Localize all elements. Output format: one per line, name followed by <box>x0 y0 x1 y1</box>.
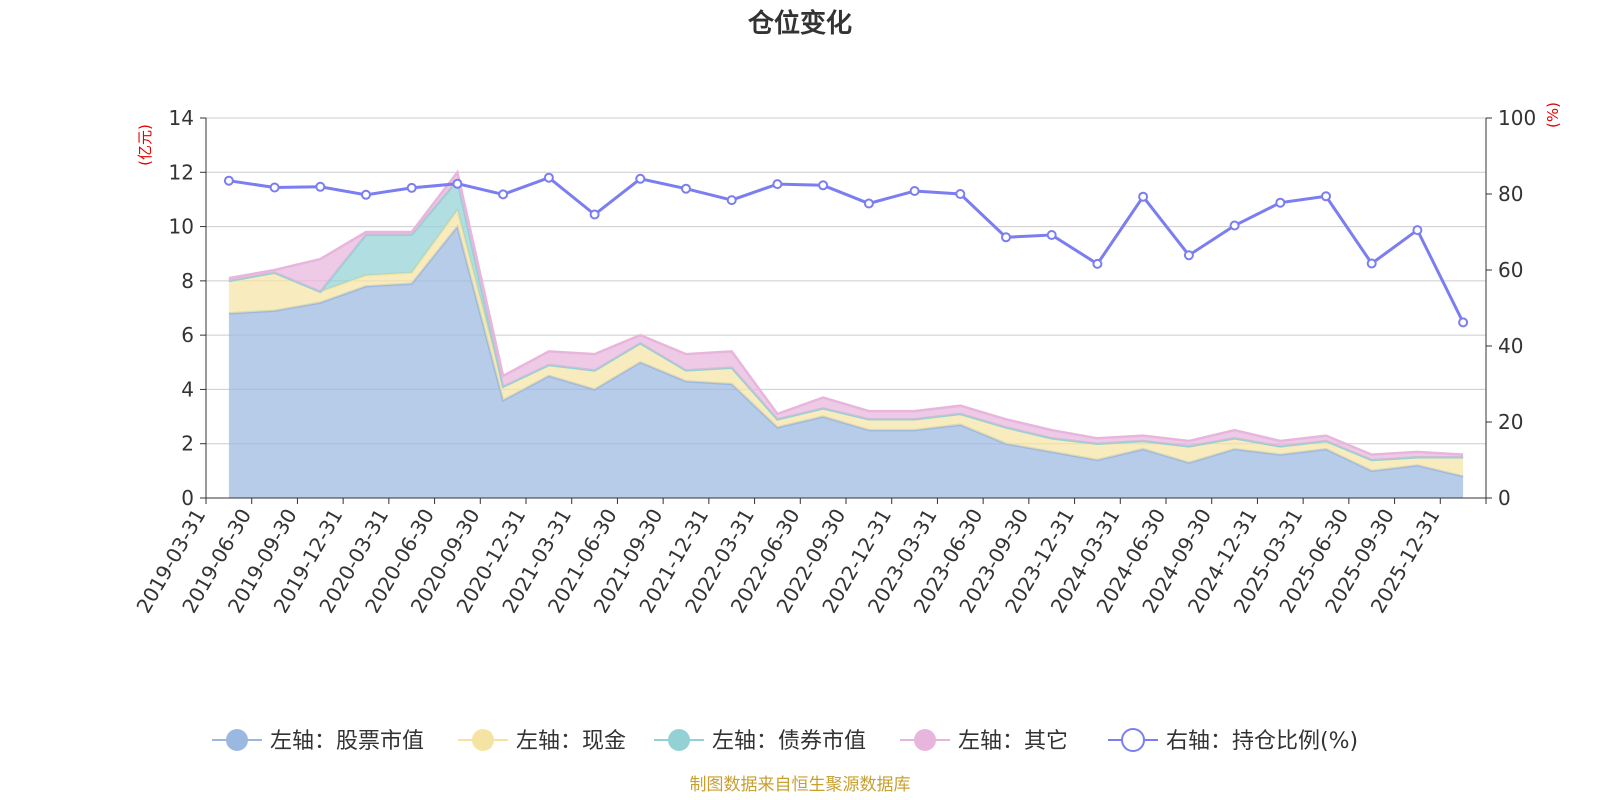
area-左轴：现金 <box>228 210 1464 477</box>
ratio-point <box>1366 258 1377 269</box>
ratio-point <box>726 195 737 206</box>
legend-label: 左轴：其它 <box>958 729 1068 754</box>
ratio-point <box>1183 250 1194 261</box>
ratio-point <box>1275 197 1286 208</box>
left-tick-label: 6 <box>181 323 194 347</box>
legend: 左轴：股票市值 左轴：现金 左轴：债券市值 左轴：其它 右轴：持仓比例(%) <box>212 728 1358 754</box>
legend-swatch-dot <box>914 729 936 751</box>
legend-swatch-dot <box>1121 728 1145 752</box>
chart-title: 仓位变化 <box>747 8 852 39</box>
ratio-point <box>361 189 371 200</box>
legend-swatch-dot <box>226 729 248 751</box>
area-edge-左轴：其它 <box>228 169 1464 456</box>
ratio-point <box>681 183 691 194</box>
ratio-point <box>1092 258 1103 269</box>
legend-item: 右轴：持仓比例(%) <box>1108 728 1358 754</box>
ratio-line-path <box>228 176 1465 324</box>
ratio-point <box>955 189 966 199</box>
left-tick-label: 0 <box>181 486 194 510</box>
right-tick-label: 0 <box>1498 486 1511 510</box>
ratio-point <box>772 179 783 190</box>
ratio-line <box>223 172 1469 328</box>
legend-label: 左轴：股票市值 <box>270 729 424 754</box>
ratio-point <box>498 189 509 200</box>
left-tick-label: 2 <box>181 432 194 456</box>
left-tick-label: 12 <box>169 160 194 184</box>
ratio-point <box>1138 191 1149 202</box>
left-axis-unit: (亿元) <box>136 124 154 166</box>
legend-item: 左轴：股票市值 <box>212 729 424 754</box>
area-左轴：股票市值 <box>228 226 1464 498</box>
legend-label: 左轴：现金 <box>516 729 626 754</box>
legend-swatch-dot <box>668 729 690 751</box>
legend-item: 左轴：债券市值 <box>654 729 866 754</box>
ratio-point <box>1046 230 1057 240</box>
ratio-point <box>223 175 234 186</box>
right-tick-label: 40 <box>1498 334 1523 358</box>
ratio-point <box>315 181 326 192</box>
right-axis-unit: (%) <box>1544 102 1562 128</box>
legend-label: 左轴：债券市值 <box>712 729 866 754</box>
legend-label: 右轴：持仓比例(%) <box>1166 729 1358 754</box>
left-tick-label: 14 <box>169 106 194 130</box>
ratio-point <box>635 173 646 184</box>
ratio-point <box>269 182 280 193</box>
right-tick-label: 20 <box>1498 410 1523 434</box>
ratio-point <box>452 178 463 189</box>
legend-item: 左轴：其它 <box>900 729 1068 754</box>
ratio-point <box>1229 220 1240 231</box>
ratio-point <box>1412 225 1423 236</box>
data-source-footer: 制图数据来自恒生聚源数据库 <box>690 775 911 795</box>
ratio-point <box>1321 191 1331 202</box>
legend-item: 左轴：现金 <box>458 729 626 754</box>
right-tick-label: 60 <box>1498 258 1523 282</box>
right-tick-label: 80 <box>1498 182 1523 206</box>
ratio-point <box>863 198 874 209</box>
left-tick-label: 8 <box>181 269 194 293</box>
legend-swatch-dot <box>472 729 494 751</box>
ratio-point <box>1001 232 1011 243</box>
ratio-point <box>909 186 920 196</box>
left-tick-label: 10 <box>169 215 194 239</box>
ratio-point <box>589 209 600 220</box>
stacked-areas <box>228 169 1464 498</box>
ratio-point <box>543 172 554 183</box>
ratio-point <box>1458 317 1469 328</box>
ratio-point <box>406 182 417 193</box>
right-tick-label: 100 <box>1498 106 1536 130</box>
ratio-point <box>818 180 829 191</box>
left-tick-label: 4 <box>181 377 194 401</box>
